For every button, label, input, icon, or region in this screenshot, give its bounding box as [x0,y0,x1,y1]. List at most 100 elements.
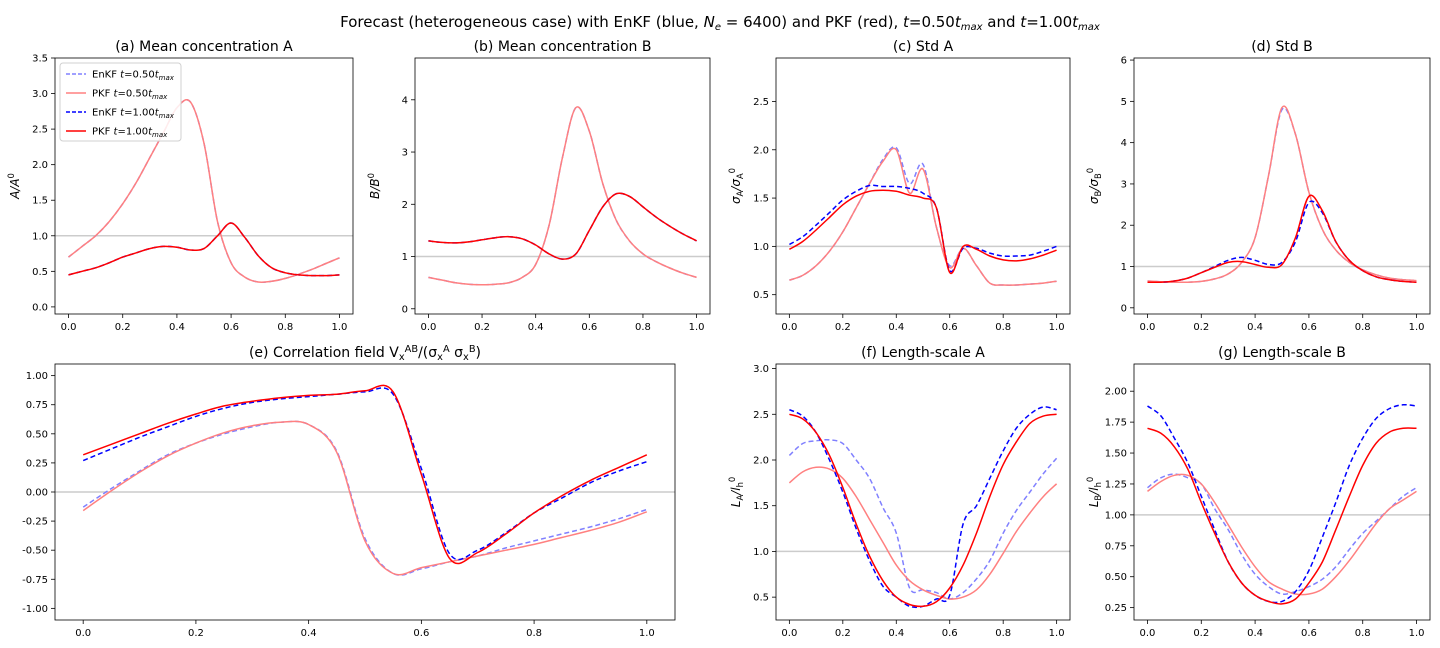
xtick-label-e-0: 0.0 [75,628,91,639]
ylabel-b: B/B0 [366,173,382,199]
ytick-label-d-3: 3 [1121,179,1127,190]
series-c-0 [789,146,1057,286]
series-d-2 [1147,200,1417,284]
ytick-label-c-2: 1.5 [753,194,769,205]
panel-title-a: (a) Mean concentration A [115,39,293,55]
ylabel-d: σB/σB0 [1085,168,1103,204]
ytick-label-b-3: 3 [402,148,408,159]
ytick-label-e-6: 0.50 [26,429,48,440]
ytick-label-a-1: 0.5 [32,267,48,278]
xtick-label-a-4: 0.8 [277,322,293,333]
xtick-label-a-0: 0.0 [61,322,77,333]
series-a-1 [68,99,340,284]
xtick-label-a-5: 1.0 [332,322,348,333]
series-c-3 [789,189,1057,275]
panel-a: 0.0 0.2 0.4 0.6 0.8 1.0 0.0 0.5 1.0 1.5 2.0 2.5 3.0 3… [6,39,354,333]
xtick-label-d-3: 0.6 [1301,322,1317,333]
series-g-1 [1147,473,1417,596]
ytick-label-g-3: 1.00 [1105,510,1127,521]
series-d-3 [1147,194,1417,284]
legend-label-1: PKF t=0.50tmax [92,89,168,102]
panel-title-e: (e) Correlation field VxAB/(σxA σxB) [249,344,481,363]
xtick-label-g-5: 1.0 [1409,628,1425,639]
axes-frame-b [414,57,711,315]
ytick-label-b-1: 1 [402,252,408,263]
series-b-3 [428,192,697,260]
xtick-label-e-5: 1.0 [639,628,655,639]
ytick-label-c-1: 1.0 [753,242,769,253]
ytick-label-a-5: 2.5 [32,125,48,136]
ytick-label-a-6: 3.0 [32,89,48,100]
ylabel-g: LB/lh0 [1085,477,1103,507]
series-c-1 [789,147,1057,286]
ytick-label-g-0: 0.25 [1105,603,1127,614]
ytick-label-d-0: 0 [1121,303,1127,314]
ytick-label-g-2: 0.75 [1105,541,1127,552]
series-g-2 [1147,403,1417,604]
series-e-0 [82,420,648,576]
xtick-label-b-5: 1.0 [689,322,705,333]
panel-title-d: (d) Std B [1251,39,1313,55]
panel-d: 0.0 0.2 0.4 0.6 0.8 1.0 0 1 2 3 4 5 6 (d) Std B σB/σB0 [1085,39,1431,333]
series-b-1 [428,106,697,286]
ytick-label-f-2: 1.5 [753,501,769,512]
ytick-label-d-4: 4 [1121,138,1127,149]
panel-f: 0.0 0.2 0.4 0.6 0.8 1.0 0.5 1.0 1.5 2.0 2.5 3.0 (f) … [727,345,1071,639]
series-e-1 [82,420,648,576]
xtick-label-c-4: 0.8 [995,322,1011,333]
xtick-label-c-3: 0.6 [942,322,958,333]
series-g-3 [1147,427,1417,605]
xtick-label-b-3: 0.6 [581,322,597,333]
ytick-label-g-6: 1.75 [1105,418,1127,429]
ytick-label-g-1: 0.50 [1105,572,1127,583]
axes-frame-d [1133,57,1431,315]
panel-title-f: (f) Length-scale A [861,345,985,361]
ytick-label-e-7: 0.75 [26,400,48,411]
xtick-label-a-1: 0.2 [115,322,131,333]
series-f-1 [788,466,1058,600]
ytick-label-a-0: 0.0 [32,302,48,313]
xtick-label-e-1: 0.2 [188,628,204,639]
ytick-label-c-3: 2.0 [753,145,769,156]
panel-c: 0.0 0.2 0.4 0.6 0.8 1.0 0.5 1.0 1.5 2.0 2.5 (c) Std… [727,39,1071,333]
xtick-label-d-2: 0.4 [1247,322,1263,333]
ytick-label-g-4: 1.25 [1105,479,1127,490]
series-c-2 [789,184,1057,273]
axes-frame-f [775,363,1071,621]
axes-frame-c [775,57,1071,315]
panel-title-b: (b) Mean concentration B [474,39,652,55]
panel-title-c: (c) Std A [893,39,954,55]
legend: EnKF t=0.50tmax PKF t=0.50tmax EnKF t=1.00… [59,62,182,142]
panel-g: 0.0 0.2 0.4 0.6 0.8 1.0 0.25 0.50 0.75 1.00 1.25 1.… [1085,345,1431,639]
ytick-label-e-2: -0.50 [22,546,48,557]
series-a-3 [68,222,340,277]
ytick-label-g-5: 1.50 [1105,449,1127,460]
series-b-0 [428,106,697,286]
legend-label-3: PKF t=1.00tmax [92,127,168,140]
axes-frame-g [1133,363,1431,621]
ytick-label-f-5: 3.0 [753,364,769,375]
xtick-label-d-4: 0.8 [1355,322,1371,333]
ytick-label-d-5: 5 [1121,97,1127,108]
ytick-label-d-1: 1 [1121,262,1127,273]
xtick-label-b-4: 0.8 [635,322,651,333]
ytick-label-e-3: -0.25 [22,517,48,528]
xtick-label-f-4: 0.8 [995,628,1011,639]
ylabel-c: σA/σA0 [727,168,745,204]
xtick-label-g-4: 0.8 [1355,628,1371,639]
series-f-3 [789,413,1057,608]
ytick-label-e-1: -0.75 [22,575,48,586]
axes-frame-a [54,57,354,315]
series-b-2 [428,192,697,260]
ytick-label-f-3: 2.0 [753,456,769,467]
ytick-label-a-3: 1.5 [32,196,48,207]
series-e-3 [82,384,648,565]
xtick-label-a-3: 0.6 [223,322,239,333]
series-d-1 [1147,105,1417,284]
ytick-label-e-8: 1.00 [26,371,48,382]
ytick-label-c-0: 0.5 [753,290,769,301]
ytick-label-a-4: 2.0 [32,160,48,171]
xtick-label-b-2: 0.4 [528,322,544,333]
ytick-label-e-0: -1.00 [22,604,48,615]
xtick-label-f-1: 0.2 [835,628,851,639]
